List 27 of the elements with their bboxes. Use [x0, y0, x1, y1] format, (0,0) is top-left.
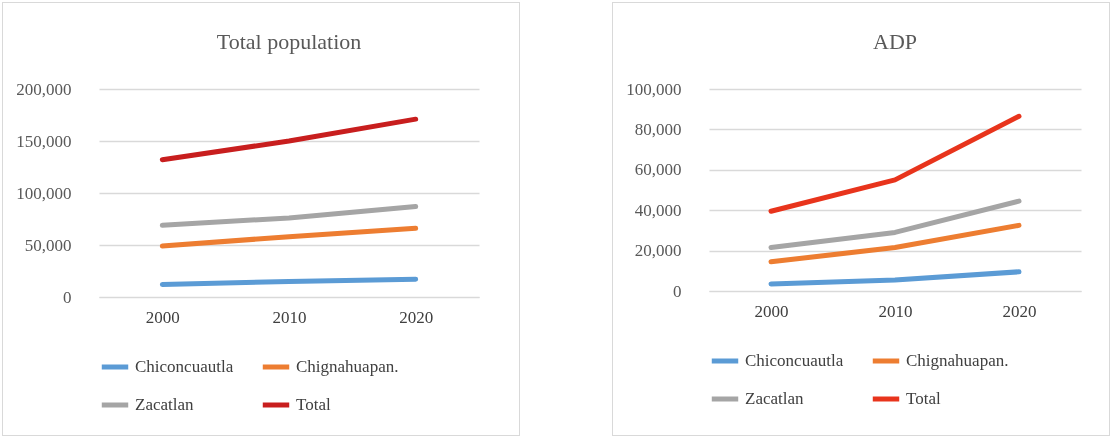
- legend-label: Zacatlan: [135, 395, 195, 414]
- y-tick-label: 0: [63, 287, 72, 307]
- legend-label: Chiconcuautla: [745, 351, 844, 370]
- legend-label: Chiconcuautla: [135, 357, 234, 376]
- x-tick-label: 2010: [272, 307, 307, 327]
- y-tick-label: 200,000: [16, 79, 72, 99]
- y-tick-label: 0: [673, 281, 682, 301]
- legend-label: Total: [296, 395, 331, 414]
- y-tick-label: 40,000: [634, 200, 682, 220]
- x-tick-label: 2020: [399, 307, 434, 327]
- chart-title: ADP: [872, 29, 918, 54]
- y-tick-label: 100,000: [16, 183, 72, 203]
- legend-label: Chignahuapan.: [296, 357, 399, 376]
- y-tick-label: 60,000: [634, 160, 682, 180]
- legend-label: Total: [906, 389, 941, 408]
- chart-title: Total population: [216, 29, 362, 54]
- y-tick-label: 20,000: [634, 241, 682, 261]
- y-tick-label: 50,000: [24, 235, 72, 255]
- y-tick-label: 100,000: [626, 79, 682, 99]
- y-tick-label: 150,000: [16, 131, 72, 151]
- x-tick-label: 2020: [1002, 301, 1037, 321]
- legend-label: Zacatlan: [745, 389, 805, 408]
- x-tick-label: 2000: [754, 301, 789, 321]
- x-tick-label: 2010: [878, 301, 913, 321]
- legend-label: Chignahuapan.: [906, 351, 1009, 370]
- y-tick-label: 80,000: [634, 119, 682, 139]
- x-tick-label: 2000: [145, 307, 180, 327]
